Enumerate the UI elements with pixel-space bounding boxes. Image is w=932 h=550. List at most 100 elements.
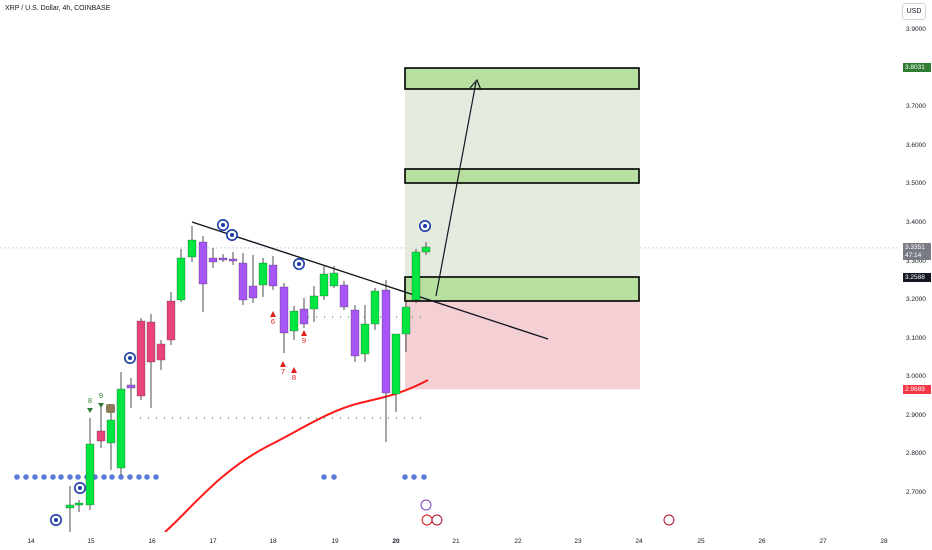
indicator-dot	[127, 474, 133, 480]
moving-average-line	[164, 379, 429, 532]
candle-body	[268, 264, 278, 287]
signal-eye-pupil	[297, 262, 301, 266]
indicator-dot	[32, 474, 38, 480]
indicator-dot	[153, 474, 159, 480]
price-scale[interactable]	[900, 0, 932, 532]
indicator-dot	[75, 474, 81, 480]
price-tick-label: 2.7000	[906, 489, 926, 496]
candle-body	[238, 262, 248, 301]
price-tick-label: 3.4000	[906, 218, 926, 226]
indicator-dot	[331, 474, 337, 480]
candle-body	[126, 384, 136, 389]
indicator-dot	[23, 474, 29, 480]
td-arrow-up-icon	[280, 361, 286, 367]
candle-body	[218, 257, 228, 261]
td-count-label: 6	[271, 317, 275, 326]
price-tick-label: 3.5000	[906, 180, 926, 188]
candle-body	[96, 430, 106, 442]
price-tick-label: 2.8000	[906, 450, 926, 458]
time-tick-label: 22	[514, 538, 522, 545]
candle-body	[421, 246, 431, 253]
indicator-dot	[421, 474, 427, 480]
indicator-dot	[402, 474, 408, 480]
candle-body	[136, 320, 146, 397]
signal-eye-pupil	[78, 486, 82, 490]
candle-body	[258, 262, 268, 286]
price-badge: 2.9689	[903, 384, 931, 394]
price-tick-label: 3.3000	[906, 257, 926, 265]
time-tick-label: 21	[452, 538, 460, 545]
candle-body	[339, 284, 349, 308]
indicator-dot	[58, 474, 64, 480]
signal-eye-pupil	[221, 223, 225, 227]
td-arrow-up-icon	[270, 311, 276, 317]
candle-body	[106, 419, 116, 444]
time-tick-label: 15	[87, 538, 95, 545]
candle-body	[299, 308, 309, 325]
event-icon	[420, 499, 432, 511]
price-tick-label: 3.0000	[906, 373, 926, 381]
time-tick-label: 23	[574, 538, 582, 545]
candle-body	[391, 333, 401, 395]
candle-body	[279, 286, 289, 334]
price-badge: 3.8031	[903, 62, 931, 72]
symbol-title: XRP / U.S. Dollar, 4h, COINBASE	[5, 5, 111, 12]
projection-arrow	[435, 81, 477, 297]
indicator-dot	[14, 474, 20, 480]
time-tick-label: 20	[392, 538, 400, 545]
td-arrow-down-icon	[87, 408, 93, 413]
loss-area	[405, 294, 640, 390]
candle-body	[411, 251, 421, 301]
candle-body	[329, 272, 339, 287]
candle-body	[146, 321, 156, 363]
candle-body	[176, 257, 186, 301]
candle-body	[401, 306, 411, 335]
td-count-label: 7	[281, 367, 285, 376]
target-zone-box	[404, 67, 640, 90]
td-count-label: 8	[88, 396, 92, 405]
time-tick-label: 17	[209, 538, 217, 545]
candle-body	[166, 300, 176, 341]
time-scale[interactable]	[0, 532, 900, 550]
indicator-dot	[118, 474, 124, 480]
us-flag-event-icon	[431, 514, 443, 526]
signal-eye-pupil	[423, 224, 427, 228]
candle-body	[116, 388, 126, 469]
indicator-dot	[136, 474, 142, 480]
projection-arrowhead	[469, 78, 482, 91]
indicator-dot	[321, 474, 327, 480]
currency-button[interactable]: USD	[902, 3, 926, 20]
candle-body	[319, 273, 329, 297]
price-tick-label: 3.2000	[906, 296, 926, 304]
candle-body	[208, 257, 218, 263]
td-arrow-down-icon	[98, 403, 104, 408]
time-tick-label: 19	[331, 538, 339, 545]
candle-body	[198, 241, 208, 285]
candle-body	[187, 239, 197, 258]
price-tick-label: 3.6000	[906, 141, 926, 149]
trendline	[191, 221, 549, 340]
time-tick-label: 27	[819, 538, 827, 545]
price-badge: 47:14	[903, 250, 931, 260]
signal-eye-pupil	[230, 233, 234, 237]
td-count-label: 9	[99, 391, 103, 400]
time-tick-label: 18	[269, 538, 277, 545]
price-tick-label: 2.9000	[906, 411, 926, 419]
td-count-label: 8	[292, 373, 296, 382]
candle-body	[228, 258, 238, 262]
price-tick-label: 3.7000	[906, 103, 926, 111]
price-tick-label: 3.9000	[906, 26, 926, 33]
candle-body	[309, 295, 319, 310]
candle-body	[381, 289, 391, 394]
time-tick-label: 14	[27, 538, 35, 545]
indicator-dot	[101, 474, 107, 480]
td-count-label: 9	[302, 336, 306, 345]
price-badge: 3.3351	[903, 243, 931, 253]
time-tick-label: 16	[148, 538, 156, 545]
candle-body	[85, 443, 95, 506]
candle-body	[65, 504, 75, 509]
indicator-dot	[50, 474, 56, 480]
indicator-dot	[67, 474, 73, 480]
price-badge: 3.2588	[903, 272, 931, 282]
